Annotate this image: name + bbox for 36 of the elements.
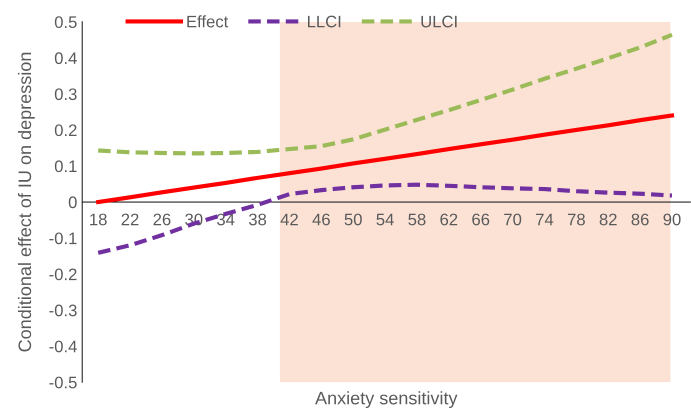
x-tick-label: 46 <box>312 214 330 226</box>
y-tick-label: -0.2 <box>49 268 77 280</box>
y-tick-label: 0.4 <box>54 52 77 64</box>
legend-label: ULCI <box>421 16 457 28</box>
x-tick-label: 34 <box>217 214 234 226</box>
y-tick-label: 0 <box>68 196 77 208</box>
legend-label: LLCI <box>308 16 340 28</box>
x-tick-label: 86 <box>632 214 649 226</box>
x-tick-label: 42 <box>280 214 298 226</box>
y-tick-label: 0.3 <box>54 88 77 100</box>
x-tick-label: 90 <box>663 214 681 226</box>
x-tick-label: 22 <box>122 214 138 226</box>
legend-label: Effect <box>187 15 228 28</box>
x-tick-label: 78 <box>568 214 585 226</box>
x-tick-label: 58 <box>408 214 426 226</box>
x-tick-label: 26 <box>153 214 170 226</box>
x-tick-label: 50 <box>344 214 362 226</box>
x-tick-label: 18 <box>90 214 107 226</box>
x-tick-label: 62 <box>440 214 458 226</box>
x-tick-label: 38 <box>248 214 266 226</box>
y-tick-label: -0.3 <box>49 304 77 316</box>
line-series <box>96 113 674 204</box>
y-tick-label: -0.5 <box>49 376 77 388</box>
x-tick-label: 66 <box>472 214 490 226</box>
x-tick-label: 54 <box>376 214 394 226</box>
x-tick-label: 74 <box>536 214 554 226</box>
y-tick-label: 0.1 <box>54 160 77 172</box>
y-axis-title: Conditional effect of IU on depression <box>18 52 35 352</box>
x-axis-title: Anxiety sensitivity <box>315 391 458 408</box>
y-tick-label: -0.4 <box>49 340 77 352</box>
line-series <box>96 32 674 156</box>
x-tick-label: 82 <box>600 214 617 226</box>
y-tick-label: 0.5 <box>54 16 77 28</box>
y-tick-label: 0.2 <box>54 124 77 136</box>
y-tick-label: -0.1 <box>49 232 77 244</box>
x-tick-label: 70 <box>504 214 522 226</box>
